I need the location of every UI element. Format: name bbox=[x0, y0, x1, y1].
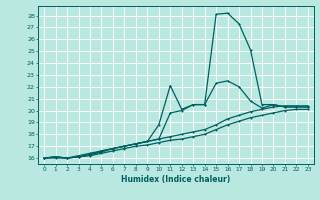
X-axis label: Humidex (Indice chaleur): Humidex (Indice chaleur) bbox=[121, 175, 231, 184]
